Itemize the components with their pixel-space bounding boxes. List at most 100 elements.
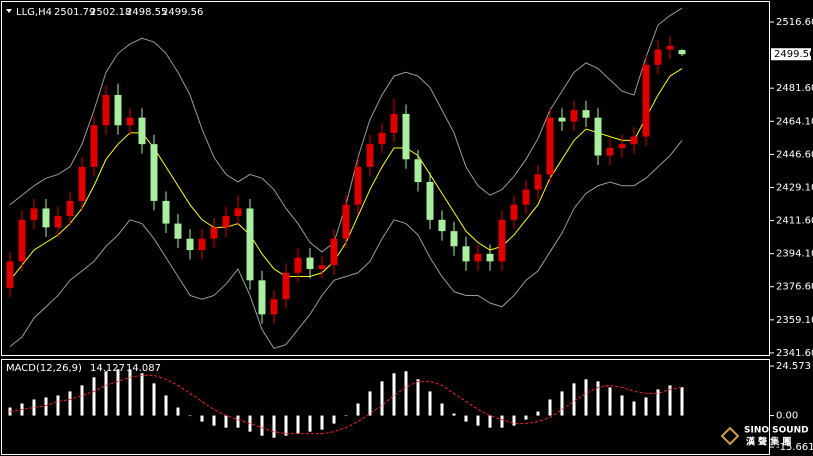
candle-body	[210, 227, 218, 239]
macd-bar	[344, 415, 348, 417]
macd-bar	[512, 415, 516, 426]
macd-bar	[644, 397, 648, 416]
macd-frame	[1, 359, 770, 455]
candle-body	[234, 208, 242, 217]
candle-body	[6, 261, 14, 288]
candle-body	[474, 253, 482, 262]
y-tick-label: 2394.10	[776, 249, 813, 260]
candle-body	[546, 117, 554, 175]
candle-body	[558, 117, 566, 122]
macd-bar	[356, 403, 360, 416]
y-tick-label: 0.00	[776, 411, 798, 422]
macd-bar	[476, 415, 480, 426]
y-tick-label: 2376.60	[776, 282, 813, 293]
candle-body	[78, 166, 86, 201]
candle-body	[282, 272, 290, 300]
menu-arrow	[6, 9, 12, 13]
macd-bar	[524, 415, 528, 420]
candle-body	[138, 117, 146, 145]
candle-body	[114, 95, 122, 126]
macd-bar	[452, 413, 456, 416]
candle-body	[306, 257, 314, 269]
candle-body	[102, 95, 110, 126]
macd-bar	[200, 415, 204, 422]
macd-bar	[440, 403, 444, 416]
macd-bar	[416, 379, 420, 416]
macd-bar	[296, 415, 300, 434]
logo: SINO SOUND 漢 聲 集 團	[720, 426, 809, 448]
candle-body	[30, 208, 38, 220]
macd-bar	[260, 415, 264, 436]
high-value: 2502.18	[90, 7, 131, 18]
candle-body	[318, 265, 326, 269]
candle-body	[522, 189, 530, 205]
macd-bar	[32, 399, 36, 416]
y-tick-label: 2446.60	[776, 149, 813, 160]
macd-bar	[236, 415, 240, 428]
candle-body	[426, 181, 434, 220]
price-marker	[771, 48, 811, 61]
candle-body	[606, 147, 614, 156]
candle-body	[510, 204, 518, 220]
macd-bar	[596, 381, 600, 416]
candle-body	[570, 110, 578, 122]
candle-body	[186, 238, 194, 251]
macd-bar	[464, 415, 468, 422]
y-tick-label: -15.661	[776, 442, 813, 453]
macd-bar	[44, 397, 48, 416]
candle-body	[414, 159, 422, 182]
macd-main: 14.127	[90, 363, 125, 374]
macd-bar	[152, 383, 156, 416]
candle-body	[582, 110, 590, 118]
candle-body	[402, 113, 410, 160]
candle-body	[198, 238, 206, 251]
candle-body	[42, 208, 50, 228]
macd-bar	[368, 391, 372, 416]
macd-bar	[212, 415, 216, 426]
candle-body	[486, 253, 494, 262]
candle-body	[174, 223, 182, 239]
y-tick-label: 2516.60	[776, 17, 813, 28]
candle-body	[354, 166, 362, 205]
macd-title: MACD(12,26,9)	[6, 363, 82, 374]
macd-bar	[428, 391, 432, 416]
macd-bar	[380, 381, 384, 416]
candle-body	[330, 238, 338, 266]
candle-body	[246, 208, 254, 281]
macd-bar	[92, 377, 96, 416]
logo-icon	[720, 426, 740, 446]
macd-bar	[272, 415, 276, 438]
candle-body	[270, 299, 278, 315]
macd-bar	[680, 387, 684, 416]
candle-body	[222, 216, 230, 228]
macd-bar	[404, 371, 408, 416]
macd-bar	[104, 371, 108, 416]
indicator-line	[9, 140, 683, 349]
macd-bar	[500, 415, 504, 428]
macd-bar	[140, 373, 144, 416]
price-frame	[1, 1, 770, 356]
candle-body	[654, 49, 662, 65]
candle-body	[378, 132, 386, 145]
macd-bar	[308, 415, 312, 432]
candle-body	[438, 219, 446, 232]
macd-bar	[584, 379, 588, 416]
candle-body	[162, 200, 170, 224]
candle-body	[90, 125, 98, 167]
macd-bar	[608, 387, 612, 416]
macd-bar	[284, 415, 288, 436]
macd-bar	[128, 369, 132, 416]
macd-bar	[488, 415, 492, 428]
candle-body	[462, 246, 470, 262]
brand: SINO SOUND	[744, 426, 809, 436]
macd-bar	[668, 385, 672, 416]
macd-bar	[320, 415, 324, 430]
y-tick-label: 2464.10	[776, 116, 813, 127]
candle-body	[498, 219, 506, 262]
candle-body	[294, 257, 302, 273]
candle-body	[366, 144, 374, 167]
y-tick-label: 2481.60	[776, 83, 813, 94]
candle-body	[126, 117, 134, 126]
candle-body	[150, 144, 158, 201]
candle-body	[18, 219, 26, 262]
